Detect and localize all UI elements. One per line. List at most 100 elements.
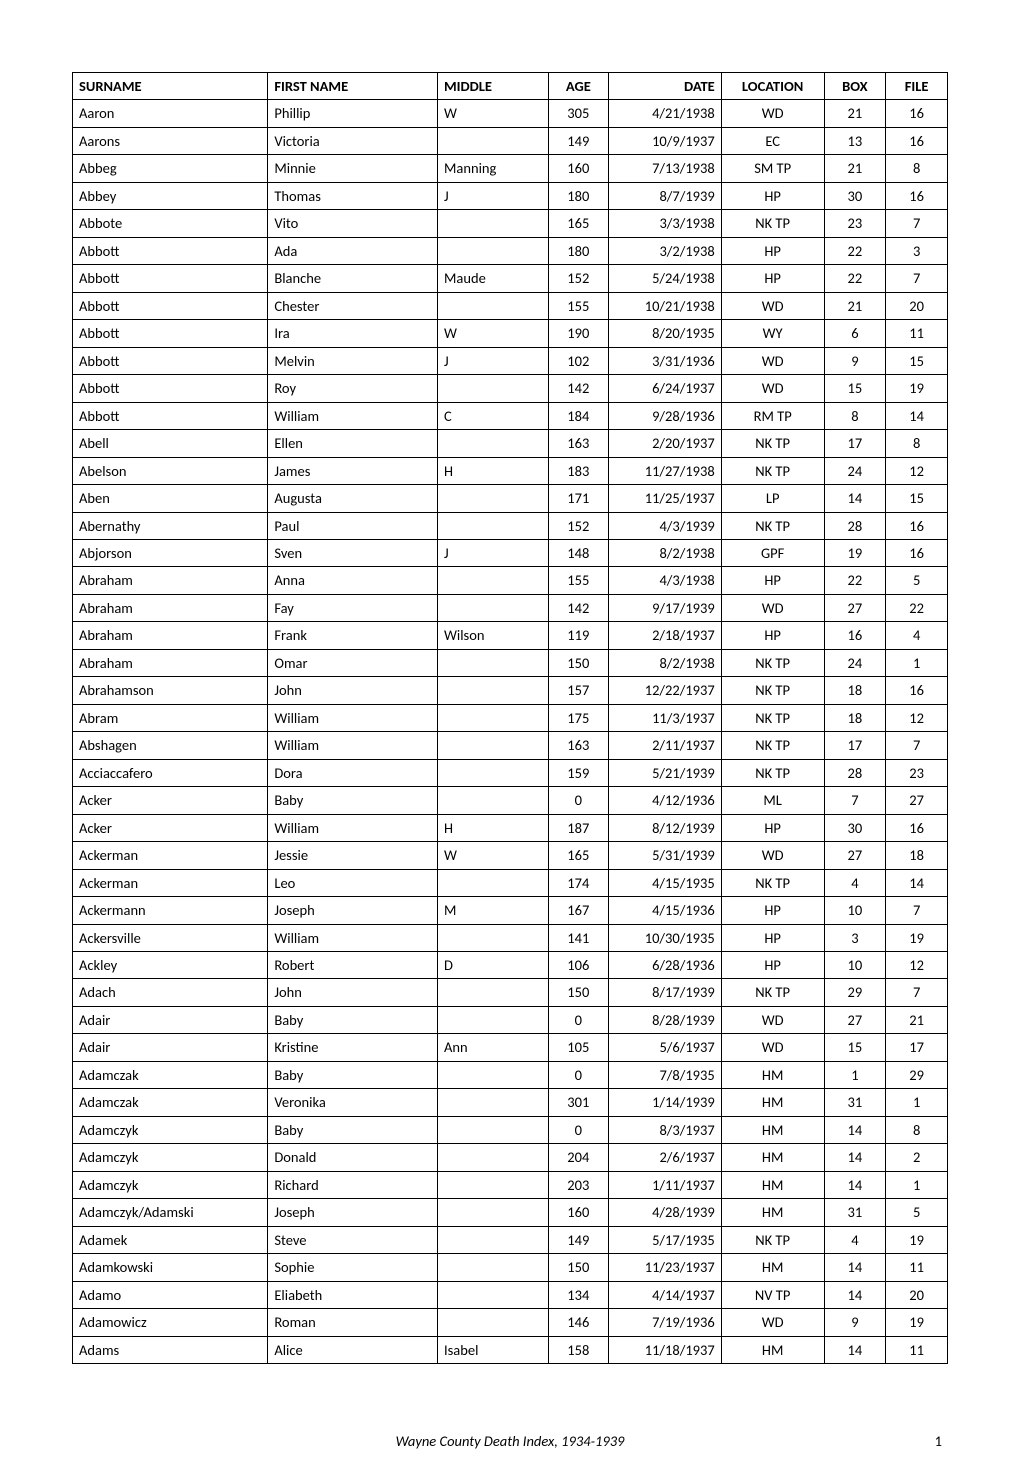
table-cell: 14 — [886, 402, 948, 429]
table-cell: Adamo — [73, 1281, 268, 1308]
table-cell: HP — [721, 622, 824, 649]
table-cell: 16 — [886, 100, 948, 127]
table-cell: 12 — [886, 704, 948, 731]
table-row: AbjorsonSvenJ1488/2/1938GPF1916 — [73, 539, 948, 566]
table-row: AdamczykDonald2042/6/1937HM142 — [73, 1144, 948, 1171]
table-cell: 160 — [549, 1199, 609, 1226]
table-cell: 150 — [549, 649, 609, 676]
table-cell: 29 — [886, 1061, 948, 1088]
table-cell: 10/9/1937 — [608, 127, 721, 154]
table-cell: 7 — [886, 210, 948, 237]
table-cell: Aaron — [73, 100, 268, 127]
table-cell: 4/15/1936 — [608, 897, 721, 924]
table-cell: Augusta — [268, 485, 438, 512]
table-cell: 8/7/1939 — [608, 182, 721, 209]
table-cell — [437, 1309, 548, 1336]
table-cell: 12 — [886, 457, 948, 484]
table-cell: 3 — [824, 924, 886, 951]
table-cell: 16 — [886, 814, 948, 841]
table-cell: 15 — [824, 375, 886, 402]
table-cell: Manning — [437, 155, 548, 182]
table-cell: Abraham — [73, 594, 268, 621]
table-cell: 10 — [824, 952, 886, 979]
table-cell: Abbott — [73, 265, 268, 292]
table-row: AdamoEliabeth1344/14/1937NV TP1420 — [73, 1281, 948, 1308]
table-cell: WD — [721, 347, 824, 374]
table-row: AbbottWilliamC1849/28/1936RM TP814 — [73, 402, 948, 429]
table-cell: Acker — [73, 787, 268, 814]
table-cell: Aarons — [73, 127, 268, 154]
table-cell: 8/3/1937 — [608, 1116, 721, 1143]
table-row: AbrahamFay1429/17/1939WD2722 — [73, 594, 948, 621]
table-cell: 14 — [824, 1254, 886, 1281]
table-cell: 159 — [549, 759, 609, 786]
table-cell: Alice — [268, 1336, 438, 1363]
table-cell: Jessie — [268, 842, 438, 869]
table-cell: 171 — [549, 485, 609, 512]
table-cell: 106 — [549, 952, 609, 979]
table-cell: 27 — [824, 1006, 886, 1033]
table-cell — [437, 759, 548, 786]
table-cell: Baby — [268, 1006, 438, 1033]
table-cell: 19 — [824, 539, 886, 566]
table-cell: Adamek — [73, 1226, 268, 1253]
table-cell: Sophie — [268, 1254, 438, 1281]
table-cell: John — [268, 979, 438, 1006]
table-cell: LP — [721, 485, 824, 512]
table-cell: Baby — [268, 787, 438, 814]
table-cell: HP — [721, 814, 824, 841]
table-cell: NK TP — [721, 759, 824, 786]
table-cell: 14 — [824, 1116, 886, 1143]
table-cell: Maude — [437, 265, 548, 292]
table-cell: Adamkowski — [73, 1254, 268, 1281]
table-row: AdamsAliceIsabel15811/18/1937HM1411 — [73, 1336, 948, 1363]
table-cell: Abbott — [73, 292, 268, 319]
table-cell — [437, 1144, 548, 1171]
table-cell: 17 — [824, 430, 886, 457]
table-row: AbrahamsonJohn15712/22/1937NK TP1816 — [73, 677, 948, 704]
table-cell: 10 — [824, 897, 886, 924]
table-cell: 163 — [549, 732, 609, 759]
table-cell: Ellen — [268, 430, 438, 457]
column-header: FIRST NAME — [268, 73, 438, 100]
table-cell: 27 — [824, 842, 886, 869]
table-cell: WY — [721, 320, 824, 347]
table-cell: Abbott — [73, 237, 268, 264]
table-cell: 301 — [549, 1089, 609, 1116]
table-cell: 163 — [549, 430, 609, 457]
table-cell: Ada — [268, 237, 438, 264]
table-cell: 1/11/1937 — [608, 1171, 721, 1198]
table-row: AbbegMinnieManning1607/13/1938SM TP218 — [73, 155, 948, 182]
table-cell: 11/23/1937 — [608, 1254, 721, 1281]
table-cell: 14 — [824, 485, 886, 512]
table-cell: 5/6/1937 — [608, 1034, 721, 1061]
table-cell: Thomas — [268, 182, 438, 209]
table-cell: 15 — [886, 485, 948, 512]
table-cell — [437, 649, 548, 676]
table-cell: Richard — [268, 1171, 438, 1198]
table-cell: 7 — [886, 897, 948, 924]
table-cell: 18 — [824, 677, 886, 704]
table-cell: NK TP — [721, 704, 824, 731]
table-cell: 4/3/1938 — [608, 567, 721, 594]
table-cell: Ackersville — [73, 924, 268, 951]
table-cell: 9/17/1939 — [608, 594, 721, 621]
table-cell: 5/17/1935 — [608, 1226, 721, 1253]
table-row: AckermanLeo1744/15/1935NK TP414 — [73, 869, 948, 896]
table-row: AdamekSteve1495/17/1935NK TP419 — [73, 1226, 948, 1253]
table-row: AbbottMelvinJ1023/31/1936WD915 — [73, 347, 948, 374]
table-cell: 8 — [886, 1116, 948, 1143]
table-cell: 2/11/1937 — [608, 732, 721, 759]
table-cell — [437, 732, 548, 759]
table-row: AbbottChester15510/21/1938WD2120 — [73, 292, 948, 319]
table-cell — [437, 924, 548, 951]
table-cell: NK TP — [721, 210, 824, 237]
table-cell: Dora — [268, 759, 438, 786]
table-cell — [437, 677, 548, 704]
table-row: AdairKristineAnn1055/6/1937WD1517 — [73, 1034, 948, 1061]
table-cell: Baby — [268, 1061, 438, 1088]
table-cell: Fay — [268, 594, 438, 621]
column-header: AGE — [549, 73, 609, 100]
table-cell: 11 — [886, 320, 948, 347]
table-cell: 11/25/1937 — [608, 485, 721, 512]
